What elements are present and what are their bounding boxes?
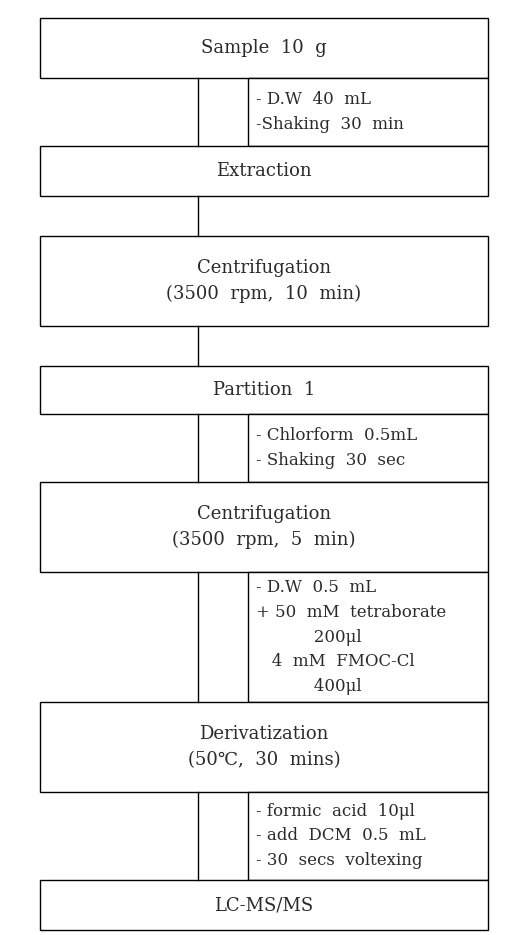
Bar — [248, 572, 488, 702]
Text: Sample  10  g: Sample 10 g — [201, 39, 327, 57]
Text: LC-MS/MS: LC-MS/MS — [214, 896, 314, 914]
Text: - Chlorform  0.5mL
- Shaking  30  sec: - Chlorform 0.5mL - Shaking 30 sec — [256, 427, 417, 468]
Bar — [40, 880, 488, 930]
Bar — [40, 18, 488, 78]
Bar — [40, 146, 488, 196]
Bar — [248, 414, 488, 482]
Bar — [40, 482, 488, 572]
Text: - D.W  40  mL
-Shaking  30  min: - D.W 40 mL -Shaking 30 min — [256, 91, 404, 133]
Text: Partition  1: Partition 1 — [213, 381, 315, 399]
Text: - formic  acid  10μl
- add  DCM  0.5  mL
- 30  secs  voltexing: - formic acid 10μl - add DCM 0.5 mL - 30… — [256, 803, 426, 870]
Bar — [40, 366, 488, 414]
Bar — [248, 792, 488, 880]
Text: Centrifugation
(3500  rpm,  10  min): Centrifugation (3500 rpm, 10 min) — [166, 259, 362, 303]
Text: Derivatization
(50℃,  30  mins): Derivatization (50℃, 30 mins) — [187, 725, 341, 770]
Bar — [248, 78, 488, 146]
Text: Extraction: Extraction — [216, 162, 312, 180]
Bar — [40, 702, 488, 792]
Bar — [40, 236, 488, 326]
Text: Centrifugation
(3500  rpm,  5  min): Centrifugation (3500 rpm, 5 min) — [172, 505, 356, 550]
Text: - D.W  0.5  mL
+ 50  mM  tetraborate
           200μl
   4  mM  FMOC-Cl
        : - D.W 0.5 mL + 50 mM tetraborate 200μl 4… — [256, 579, 446, 695]
